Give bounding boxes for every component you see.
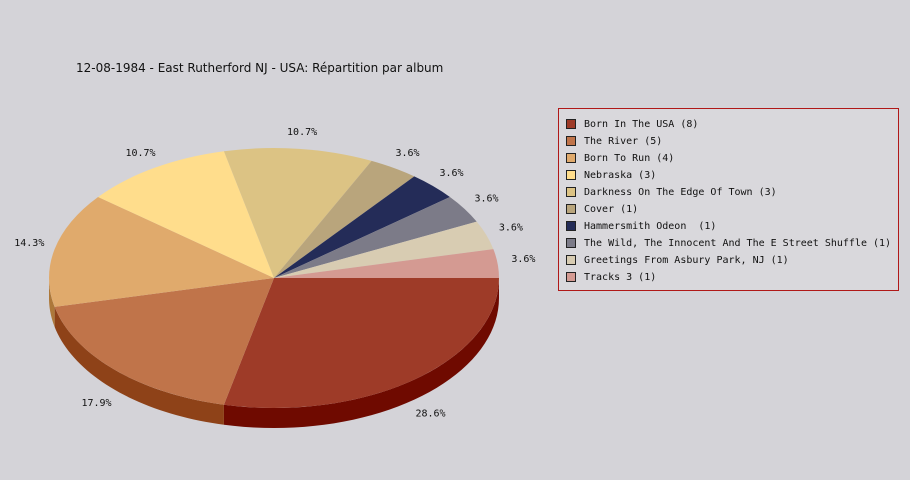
legend-item: Cover (1) [566,202,638,216]
legend-label: Nebraska (3) [584,169,657,181]
legend-item: Nebraska (3) [566,168,656,182]
legend-label: Hammersmith Odeon (1) [584,220,717,232]
pie-label-4: 10.7% [287,127,317,138]
legend-swatch [566,136,576,146]
chart-title: 12-08-1984 - East Rutherford NJ - USA: R… [76,61,444,75]
pie-slice-6 [274,176,450,278]
pie-slices [48,147,499,408]
pie-label-3: 10.7% [125,148,155,159]
pie-label-1: 17.9% [81,398,111,409]
pie-label-2: 14.3% [14,238,44,249]
legend-swatch [566,204,576,214]
pie-label-7: 3.6% [474,193,498,204]
pie-slice-2 [48,196,274,307]
pie-label-6: 3.6% [439,168,463,179]
legend-label: The River (5) [584,135,663,147]
legend-item: The River (5) [566,134,662,148]
legend-swatch [566,238,576,248]
legend-swatch [566,170,576,180]
legend-swatch [566,119,576,129]
legend-label: Darkness On The Edge Of Town (3) [584,186,777,198]
legend-label: The Wild, The Innocent And The E Street … [584,237,892,249]
legend-item: Darkness On The Edge Of Town (3) [566,185,777,199]
legend-swatch [566,221,576,231]
pie-percentage-labels: 28.6% 17.9% 14.3% 10.7% 10.7% 3.6% 3.6% 3.6% 3.6… [14,127,535,420]
pie-slice-0 [223,278,499,408]
legend-item: Hammersmith Odeon (1) [566,219,716,233]
pie-slice-7 [274,196,477,278]
legend-item: Greetings From Asbury Park, NJ (1) [566,253,789,267]
legend-label: Born In The USA (8) [584,118,699,130]
pie-side-1 [54,306,224,425]
legend-label: Greetings From Asbury Park, NJ (1) [584,254,789,266]
pie-slice-1 [54,278,274,405]
legend-label: Cover (1) [584,203,639,215]
pie-slice-9 [274,249,499,278]
pie-label-8: 3.6% [499,222,523,233]
pie-label-5: 3.6% [395,148,419,159]
legend-label: Born To Run (4) [584,152,675,164]
pie-slice-4 [223,147,372,278]
legend-item: Tracks 3 (1) [566,270,656,284]
pie-slice-5 [274,160,415,278]
legend-label: Tracks 3 (1) [584,271,657,283]
pie-slice-8 [274,221,494,278]
legend-swatch [566,153,576,163]
pie-slice-3 [98,151,274,278]
legend-item: Born To Run (4) [566,151,674,165]
pie-side-0 [223,278,499,428]
legend-item: The Wild, The Innocent And The E Street … [566,236,891,250]
pie-label-9: 3.6% [511,254,535,265]
legend-item: Born In The USA (8) [566,117,698,131]
pie-side-2 [49,278,55,327]
legend-swatch [566,255,576,265]
pie-label-0: 28.6% [415,409,445,420]
legend: Born In The USA (8) The River (5) Born To … [558,108,899,291]
legend-swatch [566,187,576,197]
legend-swatch [566,272,576,282]
pie-depth [49,278,499,428]
